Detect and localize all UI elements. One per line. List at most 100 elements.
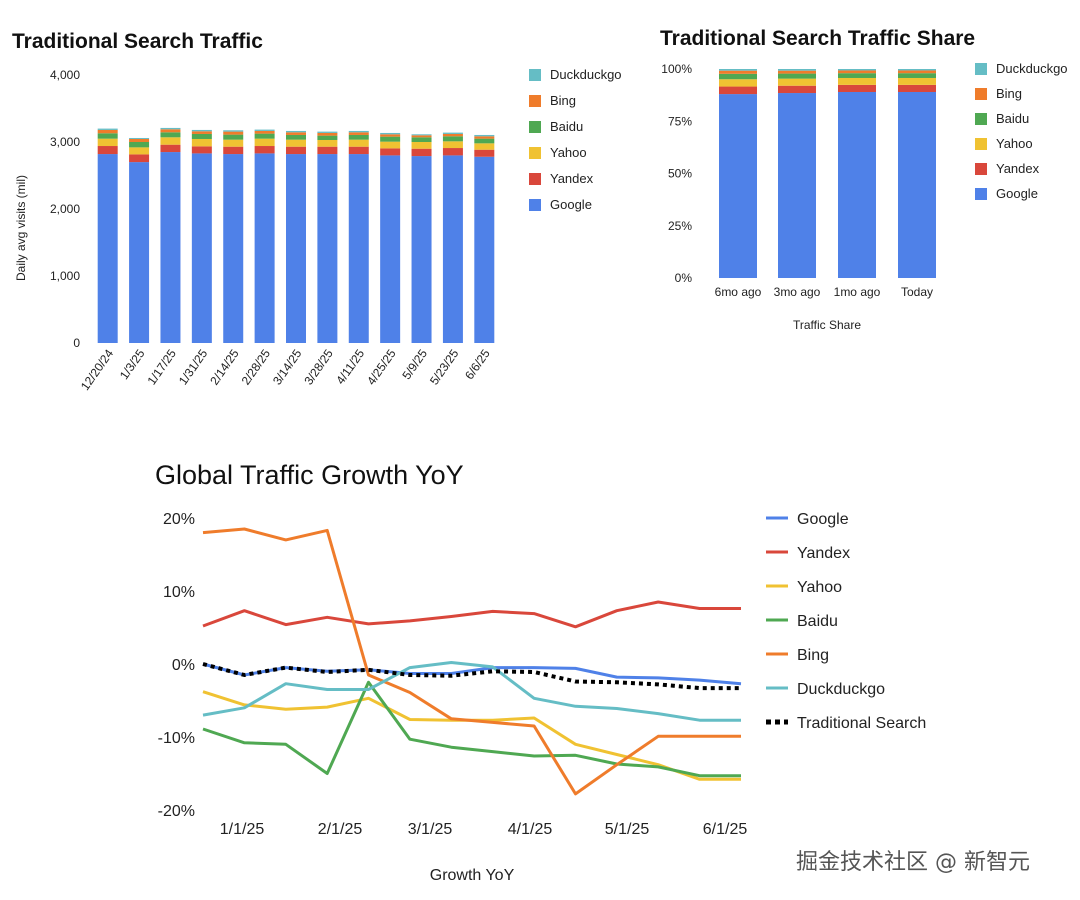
growth-line-traditional-search [202, 662, 741, 691]
traffic-bar-segment-yahoo [191, 138, 212, 147]
traffic-bar-segment-yandex [129, 154, 150, 163]
traffic-bar-segment-bing [254, 130, 275, 134]
growth-y-tick: -10% [158, 730, 195, 747]
growth-y-tick: 0% [172, 657, 195, 674]
share-bar-segment-baidu [778, 73, 816, 79]
traffic-legend-label: Yandex [550, 171, 594, 186]
traffic-bar-segment-baidu [191, 133, 212, 139]
traffic-bar-segment-baidu [317, 135, 338, 140]
share-bar-segment-yandex [778, 85, 816, 94]
share-bar-segment-yandex [898, 84, 936, 92]
traffic-bar-segment-yahoo [411, 142, 432, 149]
traffic-bar-segment-google [97, 154, 118, 343]
traffic-bar-segment-yandex [97, 146, 118, 155]
growth-x-tick: 6/1/25 [703, 821, 748, 838]
growth-y-tick: 20% [163, 511, 195, 528]
traffic-bar-segment-baidu [442, 136, 463, 142]
share-legend-label: Duckduckgo [996, 61, 1068, 76]
growth-legend-label: Duckduckgo [797, 681, 885, 698]
traffic-bar-segment-bing [286, 132, 306, 135]
traffic-x-tick: 5/9/25 [399, 346, 430, 382]
share-bar-segment-yahoo [719, 79, 757, 87]
growth-x-tick: 1/1/25 [220, 821, 265, 838]
growth-y-tick: -20% [158, 803, 195, 820]
traffic-x-tick: 4/11/25 [333, 346, 367, 386]
share-legend-swatch [975, 138, 987, 150]
traffic-bar-segment-bing [442, 133, 463, 137]
traffic-bar-segment-google [223, 154, 244, 343]
traffic-bar-segment-yahoo [442, 141, 463, 149]
share-bar-segment-baidu [898, 73, 936, 78]
share-legend-swatch [975, 113, 987, 125]
growth-legend-label: Baidu [797, 613, 838, 630]
traffic-bar-segment-duckduckgo [411, 134, 432, 136]
traffic-bar-segment-bing [317, 132, 338, 136]
traffic-bar-segment-google [442, 155, 463, 343]
traffic-bar-segment-bing [191, 131, 212, 134]
traffic-bar-segment-duckduckgo [160, 127, 181, 130]
growth-y-tick: 10% [163, 584, 195, 601]
growth-x-tick: 5/1/25 [605, 821, 650, 838]
growth-x-tick: 4/1/25 [508, 821, 553, 838]
traffic-x-tick: 12/20/24 [78, 346, 116, 393]
share-bar-segment-duckduckgo [778, 69, 816, 71]
traffic-bar-segment-google [160, 152, 181, 343]
growth-chart-title: Global Traffic Growth YoY [155, 460, 464, 490]
traffic-x-tick: 6/6/25 [462, 346, 493, 382]
share-y-tick: 75% [668, 114, 692, 128]
traffic-bar-segment-yandex [380, 148, 401, 156]
traffic-bar-segment-duckduckgo [348, 130, 369, 133]
share-legend-swatch [975, 88, 987, 100]
share-bar-chart: Traditional Search Traffic Share 0% 25% 50… [660, 27, 1068, 332]
share-x-tick: 6mo ago [715, 285, 762, 299]
traffic-x-tick: 3/28/25 [301, 346, 336, 387]
traffic-bar-segment-baidu [160, 132, 181, 138]
traffic-bar-segment-baidu [411, 137, 432, 142]
traffic-legend-label: Google [550, 197, 592, 212]
traffic-bar-segment-duckduckgo [254, 129, 275, 131]
watermark-text: 掘金技术社区 @ 新智元 [796, 850, 1030, 875]
traffic-bar-segment-baidu [129, 142, 150, 148]
share-bar-segment-bing [719, 70, 757, 74]
share-legend-swatch [975, 63, 987, 75]
traffic-bar-segment-yandex [411, 148, 432, 157]
traffic-x-tick: 1/3/25 [117, 346, 148, 382]
traffic-x-tick: 5/23/25 [427, 346, 462, 387]
share-x-axis-label: Traffic Share [793, 318, 861, 332]
share-bar-segment-google [898, 91, 936, 279]
traffic-bar-segment-yahoo [474, 143, 495, 150]
traffic-chart-title: Traditional Search Traffic [12, 30, 263, 53]
share-bar-segment-duckduckgo [898, 69, 936, 71]
traffic-bar-segment-duckduckgo [223, 130, 244, 132]
share-chart-title: Traditional Search Traffic Share [660, 27, 975, 50]
traffic-legend-label: Bing [550, 93, 576, 108]
growth-legend-label: Traditional Search [797, 715, 926, 732]
traffic-bar-segment-yandex [348, 146, 369, 155]
traffic-bar-segment-yandex [160, 144, 181, 153]
traffic-bar-segment-yahoo [223, 139, 244, 147]
traffic-bar-segment-duckduckgo [380, 132, 401, 135]
share-bar-segment-duckduckgo [838, 69, 876, 71]
traffic-bar-segment-bing [223, 131, 244, 135]
traffic-bar-segment-baidu [286, 134, 306, 140]
traffic-bar-segment-duckduckgo [97, 128, 118, 130]
traffic-y-tick: 3,000 [50, 135, 80, 149]
traffic-x-tick: 1/31/25 [176, 346, 211, 387]
traffic-bar-segment-google [411, 156, 432, 343]
share-y-tick: 50% [668, 167, 692, 181]
growth-x-tick: 2/1/25 [318, 821, 363, 838]
share-bar-segment-duckduckgo [719, 69, 757, 71]
growth-legend-label: Yandex [797, 545, 850, 562]
growth-legend-label: Google [797, 511, 849, 528]
share-legend-label: Baidu [996, 111, 1029, 126]
traffic-bar-segment-google [129, 162, 150, 343]
traffic-bar-segment-google [380, 155, 401, 343]
growth-line-yandex [202, 600, 741, 629]
traffic-bar-segment-yandex [286, 146, 306, 155]
traffic-legend-swatch [529, 95, 541, 107]
share-legend-label: Bing [996, 86, 1022, 101]
traffic-bar-segment-bing [380, 134, 401, 137]
traffic-bar-segment-yahoo [97, 138, 118, 147]
traffic-bar-segment-yahoo [160, 137, 181, 145]
traffic-x-tick: 2/14/25 [207, 346, 242, 387]
